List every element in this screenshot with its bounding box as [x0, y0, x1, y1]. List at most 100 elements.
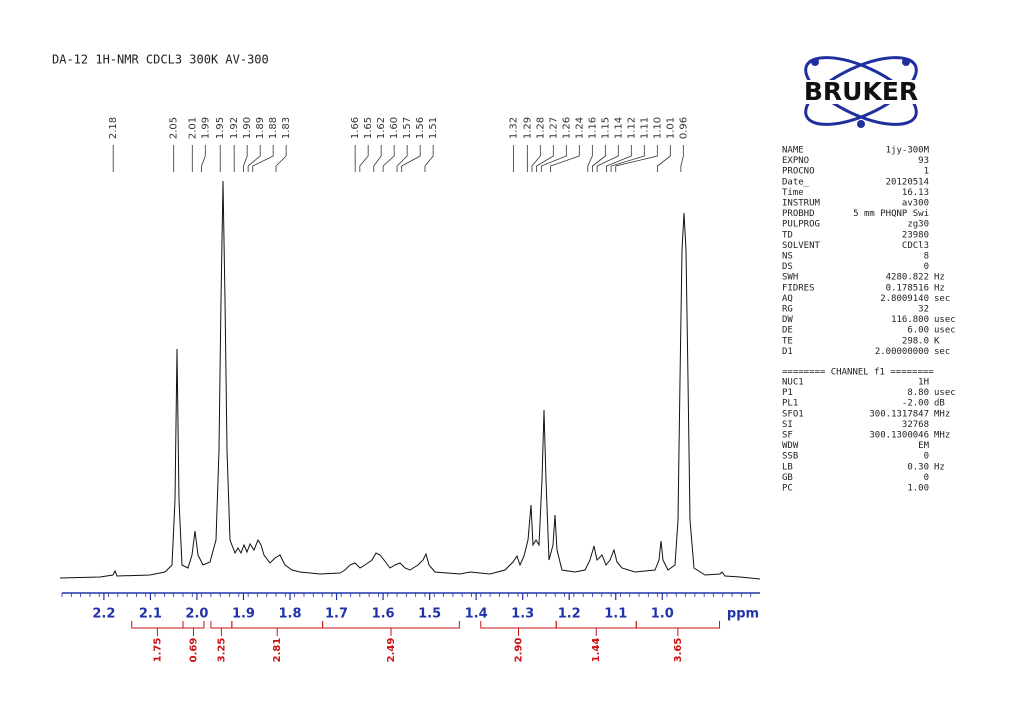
param-value: 2.8009140 [880, 294, 929, 304]
param-value: 6.00 [907, 326, 929, 336]
param-name: SFO1 [782, 409, 804, 419]
x-tick-label: 2.1 [139, 607, 162, 622]
integral-label: 2.81 [272, 638, 283, 663]
x-tick-label: 1.4 [465, 607, 488, 622]
param-value: -2.00 [902, 399, 929, 409]
peak-marker [615, 145, 658, 172]
param-value: 300.1300046 [869, 431, 929, 441]
param-name: DS [782, 262, 793, 272]
param-value: 16.13 [902, 188, 929, 198]
param-name: Time [782, 188, 804, 198]
param-value: 298.0 [902, 336, 929, 346]
peak-label: 1.16 [587, 117, 598, 139]
peak-label: 1.51 [428, 117, 439, 139]
logo-dot [902, 58, 910, 66]
x-tick-label: 1.6 [372, 607, 395, 622]
peak-marker [540, 145, 567, 172]
param-name: P1 [782, 388, 793, 398]
peak-label: 1.10 [652, 117, 663, 139]
peak-marker [550, 145, 580, 172]
x-tick-label: 1.1 [604, 607, 627, 622]
peak-marker [373, 145, 382, 172]
param-unit: K [934, 336, 940, 346]
peak-label: 1.15 [600, 117, 611, 139]
peak-marker [247, 145, 261, 172]
param-name: LB [782, 462, 793, 472]
param-value: 93 [918, 156, 929, 166]
peak-marker [382, 145, 395, 172]
peak-label: 1.99 [200, 117, 211, 139]
param-value: 1.00 [907, 484, 929, 494]
spectrum [59, 180, 761, 580]
peak-marker [680, 145, 684, 172]
peak-label: 1.89 [255, 117, 266, 139]
channel-header: ======== CHANNEL f1 ======== [782, 368, 934, 378]
param-name: PROCNO [782, 167, 815, 177]
peak-label: 1.32 [508, 117, 519, 139]
param-value: 20120514 [886, 177, 929, 187]
param-unit: usec [934, 315, 956, 325]
param-value: 2.00000000 [875, 347, 929, 357]
x-tick-label: 1.0 [651, 607, 674, 622]
x-tick-label: 1.5 [418, 607, 441, 622]
integral-label: 3.65 [673, 638, 684, 663]
param-unit: Hz [934, 462, 945, 472]
param-value: 5 mm PHQNP Swi [853, 209, 929, 219]
peak-label: 1.92 [229, 117, 240, 139]
param-value: 1H [918, 378, 929, 388]
param-name: WDW [782, 441, 799, 451]
param-name: NAME [782, 146, 804, 156]
peak-marker [359, 145, 369, 172]
peak-label: 1.83 [281, 117, 292, 139]
param-value: 4280.822 [886, 273, 929, 283]
peak-marker [657, 145, 671, 172]
peak-label: 1.12 [626, 117, 637, 139]
peak-marker [606, 145, 632, 172]
logo-dot [811, 58, 819, 66]
param-value: 23980 [902, 230, 929, 240]
peak-marker [531, 145, 541, 172]
peak-marker [396, 145, 408, 172]
param-unit: Hz [934, 273, 945, 283]
peak-label: 1.95 [215, 117, 226, 139]
peak-marker [536, 145, 554, 172]
param-value: 0.178516 [886, 283, 929, 293]
param-unit: usec [934, 388, 956, 398]
param-name: SWH [782, 273, 798, 283]
logo-orbit [804, 56, 918, 126]
param-unit: usec [934, 326, 956, 336]
peak-marker [610, 145, 645, 172]
param-value: 0 [924, 473, 929, 483]
param-name: RG [782, 305, 793, 315]
param-name: INSTRUM [782, 199, 821, 209]
peak-label: 1.56 [415, 117, 426, 139]
peak-marker [275, 145, 287, 172]
param-value: 32768 [902, 420, 929, 430]
peak-label: 2.01 [187, 117, 198, 139]
param-name: D1 [782, 347, 793, 357]
peak-marker [596, 145, 619, 172]
param-name: SF [782, 431, 793, 441]
x-tick-label: 2.0 [185, 607, 208, 622]
x-axis-label: ppm [727, 607, 759, 622]
integral-label: 3.25 [216, 638, 227, 663]
param-value: 0 [924, 452, 929, 462]
param-name: NUC1 [782, 378, 804, 388]
param-value: zg30 [907, 220, 929, 230]
peak-label: 1.88 [268, 117, 279, 139]
peak-marker [401, 145, 421, 172]
peak-marker [587, 145, 593, 172]
param-unit: sec [934, 294, 950, 304]
peak-label: 1.14 [613, 117, 624, 139]
param-value: 8 [924, 252, 929, 262]
logo-band [786, 80, 938, 104]
param-unit: dB [934, 399, 945, 409]
param-unit: MHz [934, 431, 950, 441]
param-value: 300.1317847 [869, 409, 929, 419]
param-name: PC [782, 484, 793, 494]
peak-label: 1.60 [389, 117, 400, 139]
peak-marker [201, 145, 206, 172]
param-value: 1jy-300M [886, 146, 930, 156]
peak-label: 1.66 [350, 117, 361, 139]
peak-label: 1.28 [535, 117, 546, 139]
